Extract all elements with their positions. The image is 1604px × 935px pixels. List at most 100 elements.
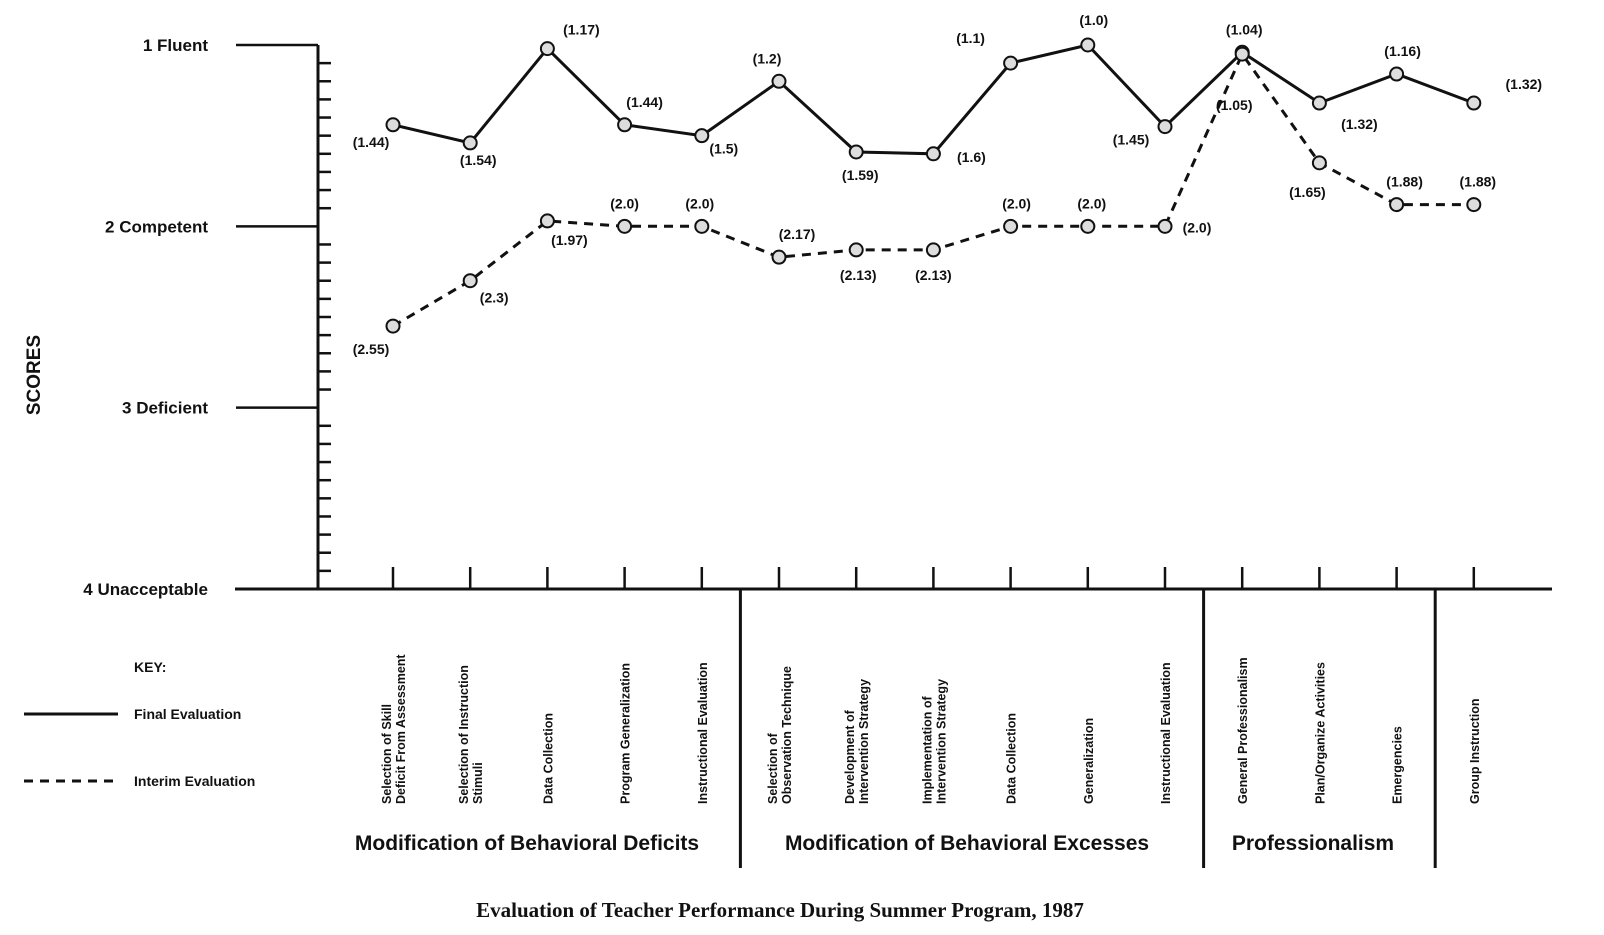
legend-title: KEY: (134, 659, 166, 675)
category-label: Stimuli (471, 762, 485, 804)
final-point (848, 144, 864, 160)
interim-data-label: (2.0) (1002, 195, 1031, 211)
final-point (539, 41, 555, 57)
category-label: Selection of Skill (380, 704, 394, 804)
chart-title: Evaluation of Teacher Performance During… (476, 898, 1084, 922)
interim-point (848, 242, 864, 258)
group-separators (738, 589, 1437, 868)
final-data-label: (1.44) (626, 94, 663, 110)
series-points (385, 37, 1482, 334)
interim-data-label: (2.17) (779, 226, 816, 242)
group-labels: Modification of Behavioral Deficits Modif… (355, 832, 1394, 855)
category-label: Instructional Evaluation (696, 662, 710, 804)
final-data-label: (1.6) (957, 149, 986, 165)
final-point (694, 128, 710, 144)
group-label: Modification of Behavioral Excesses (785, 832, 1149, 855)
group-label: Modification of Behavioral Deficits (355, 832, 699, 855)
category-label: Plan/Organize Activities (1313, 662, 1327, 804)
interim-point (385, 318, 401, 334)
final-point (617, 117, 633, 133)
category-label: Intervention Strategy (934, 679, 948, 804)
category-label: Data Collection (541, 713, 555, 804)
interim-data-label: (1.65) (1289, 184, 1326, 200)
legend-label-final: Final Evaluation (134, 706, 241, 722)
interim-point (1389, 197, 1405, 213)
final-data-label: (1.54) (460, 152, 497, 168)
interim-point (617, 218, 633, 234)
category-label: Instructional Evaluation (1159, 662, 1173, 804)
final-point (462, 135, 478, 151)
interim-data-label: (1.88) (1460, 174, 1497, 190)
final-point (1080, 37, 1096, 53)
final-data-label: (1.04) (1226, 21, 1263, 37)
category-label: Generalization (1082, 718, 1096, 804)
legend: KEY: Final Evaluation Interim Evaluation (24, 659, 255, 789)
interim-point (462, 273, 478, 289)
x-axis-ticks (391, 567, 1476, 589)
category-label: Program Generalization (619, 663, 633, 804)
interim-data-label: (2.13) (915, 267, 952, 283)
legend-label-interim: Interim Evaluation (134, 773, 255, 789)
final-data-label: (1.5) (709, 141, 738, 157)
category-label: Intervention Strategy (857, 679, 871, 804)
interim-data-label: (1.88) (1386, 174, 1423, 190)
category-label: General Professionalism (1236, 657, 1250, 804)
y-tick-label: 1 Fluent (143, 36, 209, 55)
data-labels: (1.44) (1.54) (1.17) (1.44) (1.5) (1.2) (1.59)… (353, 12, 1542, 357)
interim-point (1234, 46, 1250, 62)
category-label: Group Instruction (1468, 698, 1482, 804)
interim-point (694, 218, 710, 234)
category-label: Emergencies (1391, 726, 1405, 804)
category-label: Observation Technique (780, 666, 794, 804)
interim-point (1466, 197, 1482, 213)
category-label: Data Collection (1005, 713, 1019, 804)
final-point (1157, 119, 1173, 135)
interim-point (1311, 155, 1327, 171)
interim-data-label: (2.0) (685, 195, 714, 211)
category-label: Development of (843, 709, 857, 804)
final-data-label: (1.32) (1506, 76, 1543, 92)
interim-point (771, 249, 787, 265)
interim-data-label: (1.05) (1216, 97, 1253, 113)
y-axis-ticks: 1 Fluent 2 Competent 3 Deficient 4 Unaccept… (83, 36, 331, 599)
interim-data-label: (2.13) (840, 267, 877, 283)
interim-data-label: (2.0) (1077, 195, 1106, 211)
final-data-label: (1.59) (842, 167, 879, 183)
interim-point (539, 213, 555, 229)
final-point (1466, 95, 1482, 111)
category-label: Deficit From Assessment (394, 654, 408, 804)
final-data-label: (1.16) (1384, 43, 1421, 59)
final-data-label: (1.45) (1113, 132, 1150, 148)
interim-point (1157, 218, 1173, 234)
category-labels: Selection of Skill Deficit From Assessmen… (380, 654, 1482, 804)
interim-point (1080, 218, 1096, 234)
interim-data-label: (2.3) (480, 290, 509, 306)
y-tick-label: 4 Unacceptable (83, 580, 208, 599)
interim-point (925, 242, 941, 258)
final-evaluation-line (392, 43, 1475, 156)
final-data-label: (1.1) (956, 30, 985, 46)
interim-data-label: (2.0) (610, 195, 639, 211)
interim-data-label: (2.55) (353, 341, 390, 357)
category-label: Implementation of (920, 696, 934, 804)
final-data-label: (1.32) (1341, 116, 1378, 132)
y-tick-label: 3 Deficient (122, 399, 208, 418)
final-point (925, 146, 941, 162)
final-data-label: (1.2) (753, 50, 782, 66)
interim-data-label: (2.0) (1183, 219, 1212, 235)
y-tick-label: 2 Competent (105, 217, 208, 236)
final-point (1389, 66, 1405, 82)
category-label: Selection of (766, 732, 780, 804)
category-label: Selection of Instruction (457, 665, 471, 804)
final-data-label: (1.0) (1079, 12, 1108, 28)
y-axis-title: SCORES (24, 335, 45, 415)
group-label: Professionalism (1232, 832, 1394, 855)
interim-data-label: (1.97) (551, 232, 588, 248)
interim-point (1003, 218, 1019, 234)
final-point (1003, 55, 1019, 71)
final-point (771, 73, 787, 89)
final-data-label: (1.44) (353, 134, 390, 150)
final-point (385, 117, 401, 133)
final-data-label: (1.17) (563, 22, 600, 38)
